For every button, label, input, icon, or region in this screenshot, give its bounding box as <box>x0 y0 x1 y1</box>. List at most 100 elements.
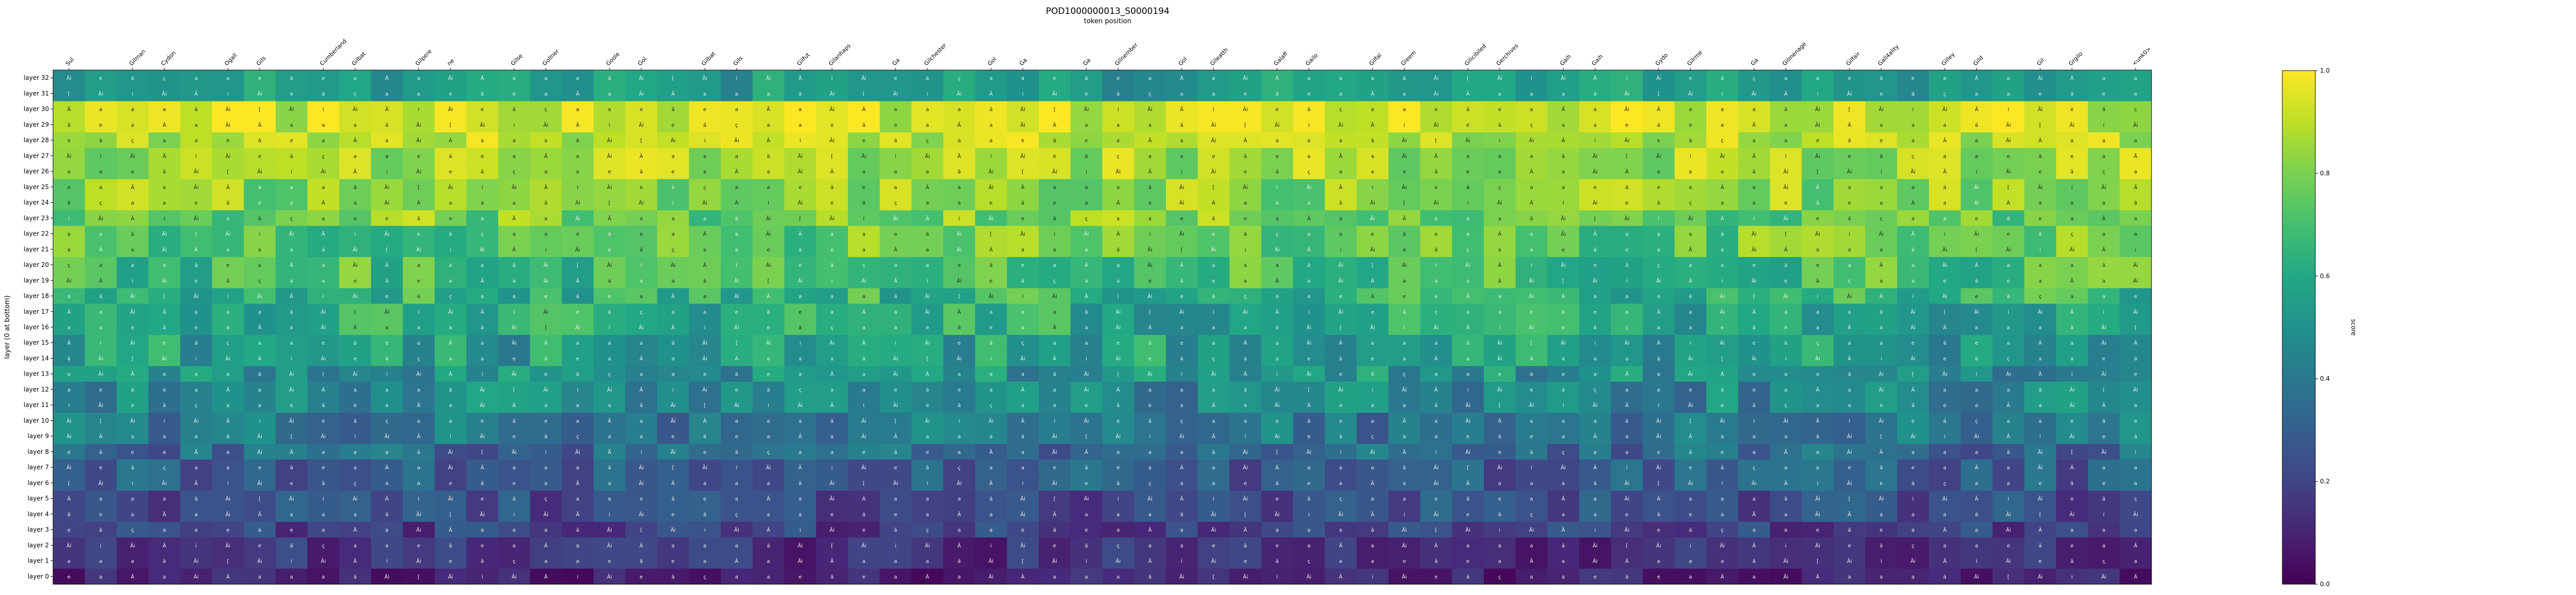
heatmap-cell <box>530 70 562 86</box>
cell-glyph: e <box>1244 91 1247 97</box>
heatmap-cell <box>1325 86 1357 102</box>
heatmap-cell <box>116 70 149 86</box>
colorbar-tick-label: 0.8 <box>2320 169 2330 177</box>
cell-glyph: a <box>1498 91 1501 97</box>
heatmap-cell <box>1611 70 1643 86</box>
cell-glyph: a <box>1212 76 1215 81</box>
heatmap-cell <box>848 86 880 102</box>
cell-glyph: e <box>449 91 452 97</box>
heatmap-cell <box>307 70 340 86</box>
cell-glyph: Ã <box>1371 90 1375 97</box>
heatmap-cell <box>2088 86 2120 102</box>
cell-glyph: Ãi <box>702 75 707 81</box>
heatmap-cell <box>1165 86 1198 102</box>
heatmap-cell <box>212 86 244 102</box>
heatmap-cell <box>879 70 912 86</box>
heatmap-cell <box>2056 70 2089 86</box>
heatmap-cell <box>498 70 531 86</box>
cell-glyph: e <box>258 76 261 81</box>
heatmap-cell <box>1452 70 1484 86</box>
heatmap-cell <box>84 86 117 102</box>
cell-glyph: ä <box>1085 76 1088 81</box>
heatmap-cell <box>720 70 753 86</box>
cell-glyph: ç <box>958 76 961 81</box>
heatmap-cell <box>1134 70 1166 86</box>
cell-glyph: ä <box>799 91 802 97</box>
cell-glyph: a <box>544 76 547 81</box>
heatmap-cell <box>1960 86 1993 102</box>
cell-glyph: a <box>703 91 706 97</box>
heatmap-cell <box>1102 86 1134 102</box>
cell-glyph: Ãi <box>1752 90 1757 97</box>
heatmap-cell <box>1452 86 1484 102</box>
cell-glyph: Ãi <box>1688 90 1693 97</box>
cell-glyph: a <box>417 91 420 97</box>
heatmap-cell <box>1134 86 1166 102</box>
cell-glyph: a <box>2007 76 2010 81</box>
heatmap-cell <box>1611 86 1643 102</box>
heatmap-cell <box>1293 86 1326 102</box>
heatmap-cell <box>339 70 371 86</box>
cell-glyph: ä <box>1911 91 1914 97</box>
heatmap-cell <box>1674 86 1707 102</box>
heatmap-cell <box>1293 70 1326 86</box>
heatmap-cell <box>625 70 658 86</box>
heatmap-cell <box>1388 70 1421 86</box>
heatmap-cell <box>53 101 86 117</box>
heatmap-cell <box>1579 86 1612 102</box>
cell-glyph: a <box>2102 76 2105 81</box>
cell-glyph: a <box>353 76 357 81</box>
heatmap-cell <box>1833 86 1866 102</box>
cell-glyph: a <box>1816 76 1819 81</box>
cell-glyph: i <box>832 76 833 81</box>
cell-glyph: Ã <box>1594 75 1597 81</box>
heatmap-cell <box>816 86 849 102</box>
heatmap-cell <box>371 70 403 86</box>
heatmap-cell <box>975 86 1007 102</box>
heatmap-cell <box>1770 70 1802 86</box>
heatmap-cell <box>1484 86 1516 102</box>
heatmap-cell <box>784 86 817 102</box>
heatmap-cell <box>1165 70 1198 86</box>
cell-glyph: a <box>226 76 229 81</box>
heatmap-cell <box>1039 86 1071 102</box>
cell-glyph: ä <box>1721 76 1724 81</box>
cell-glyph: ä <box>1879 76 1883 81</box>
heatmap-cell <box>2120 86 2152 102</box>
heatmap-cell <box>943 86 976 102</box>
heatmap-cell <box>339 86 371 102</box>
heatmap-cell <box>1960 70 1993 86</box>
cell-glyph: ä <box>290 76 293 81</box>
heatmap-cell <box>498 86 531 102</box>
cell-glyph: Ãi <box>957 90 962 97</box>
heatmap-cell <box>1992 86 2025 102</box>
cell-glyph: a <box>576 76 579 81</box>
cell-glyph: e <box>1911 76 1914 81</box>
heatmap-cell <box>1642 86 1675 102</box>
heatmap-cell <box>848 70 880 86</box>
cell-glyph: i <box>1721 91 1723 97</box>
cell-glyph: Ãi <box>639 75 644 81</box>
cell-glyph: e <box>1053 76 1056 81</box>
cell-glyph: i <box>736 76 737 81</box>
heatmap-cell <box>1039 70 1071 86</box>
cell-glyph: e <box>1085 91 1088 97</box>
heatmap-cell <box>1579 70 1612 86</box>
title-block: POD1000000013_S0000194 token position <box>0 6 2215 25</box>
cell-glyph: Ãi <box>1497 75 1502 81</box>
heatmap-cell <box>562 86 594 102</box>
heatmap-cell <box>180 70 213 86</box>
cell-glyph: Ã <box>989 90 993 97</box>
cell-glyph: a <box>1975 91 1978 97</box>
heatmap-cell <box>2024 70 2057 86</box>
heatmap-cell <box>148 70 181 86</box>
cell-glyph: Ãi <box>98 90 104 97</box>
heatmap-cell <box>1547 70 1580 86</box>
heatmap-cell <box>1515 70 1548 86</box>
heatmap-cell <box>1102 70 1134 86</box>
chart-subtitle: token position <box>0 18 2215 25</box>
heatmap-cell <box>180 86 213 102</box>
heatmap-cell <box>689 70 721 86</box>
cell-glyph: Ãi <box>1847 90 1852 97</box>
cell-glyph: a <box>131 107 134 113</box>
